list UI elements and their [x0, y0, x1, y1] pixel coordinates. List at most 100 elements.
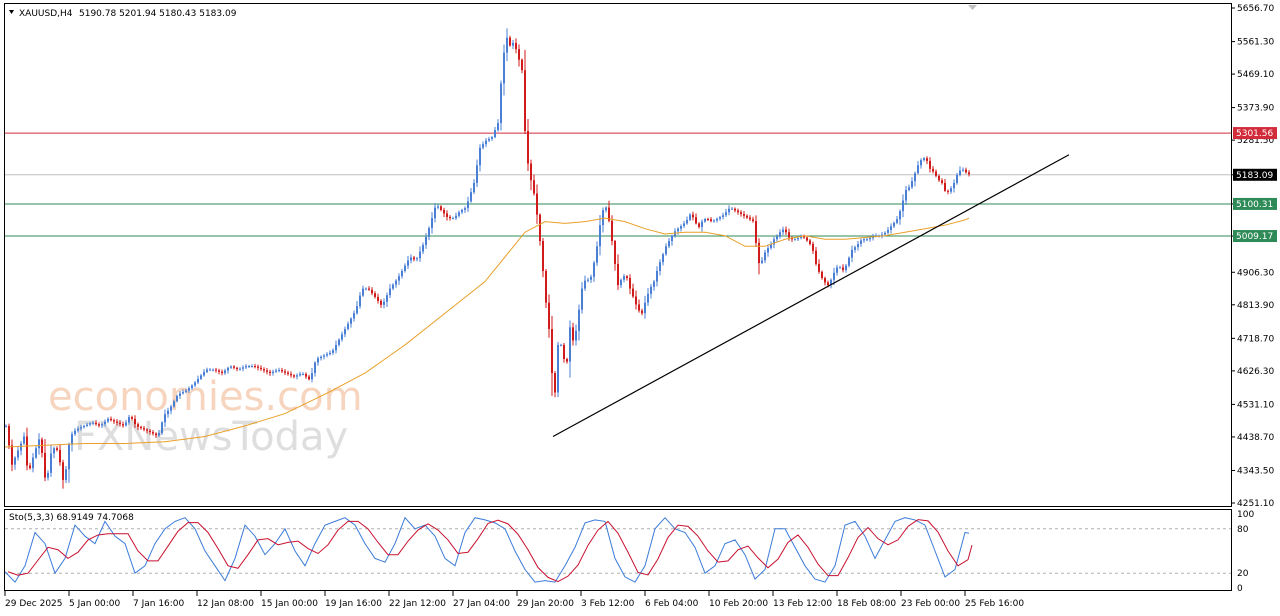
candle-body: [56, 448, 58, 450]
candle-body: [590, 276, 592, 280]
candle-body: [11, 445, 13, 465]
candle-body: [929, 160, 931, 169]
candle-body: [149, 430, 151, 433]
candle-body: [959, 170, 961, 175]
level-box: [1233, 127, 1277, 140]
stochastic-signal-line: [7, 519, 973, 583]
candle-body: [935, 171, 937, 176]
candle-body: [545, 270, 547, 303]
candle-body: [35, 448, 37, 458]
candle-body: [950, 188, 952, 192]
stoch-level-label: 80: [1237, 525, 1249, 535]
candle-body: [47, 472, 49, 478]
y-tick-label: 5281.50: [1237, 136, 1274, 146]
candle-body: [566, 359, 568, 362]
x-tick-label: 29 Dec 2025: [5, 599, 63, 609]
candle-body: [749, 217, 751, 220]
candle-body: [152, 432, 154, 434]
y-tick-label: 4251.10: [1237, 499, 1274, 509]
y-tick-label: 5656.70: [1237, 4, 1274, 14]
candle-body: [569, 327, 571, 362]
candle-body: [656, 270, 658, 282]
level-label: 5009.17: [1236, 232, 1273, 242]
candlesticks: [5, 28, 970, 489]
candle-body: [773, 239, 775, 245]
candle-body: [506, 37, 508, 53]
candle-body: [308, 376, 310, 380]
candle-body: [866, 239, 868, 241]
candle-body: [806, 237, 808, 241]
candle-body: [602, 210, 604, 226]
candle-body: [770, 244, 772, 249]
candle-body: [614, 241, 616, 264]
level-box: [1233, 230, 1277, 243]
candle-body: [713, 220, 715, 222]
candle-body: [767, 248, 769, 253]
candle-body: [350, 318, 352, 324]
collapse-arrow-icon[interactable]: [9, 10, 14, 14]
candle-body: [677, 228, 679, 232]
candle-body: [155, 433, 157, 436]
candle-body: [884, 232, 886, 235]
candle-body: [857, 243, 859, 248]
candle-body: [65, 469, 67, 480]
candle-body: [893, 222, 895, 227]
candle-body: [968, 172, 970, 175]
candle-body: [581, 288, 583, 310]
candle-body: [530, 163, 532, 181]
candle-body: [452, 218, 454, 220]
candle-body: [728, 208, 730, 213]
candle-body: [920, 160, 922, 166]
candle-body: [479, 147, 481, 166]
candle-body: [686, 219, 688, 224]
candle-body: [419, 251, 421, 259]
stoch-level-label: 100: [1237, 510, 1254, 520]
candle-body: [704, 219, 706, 222]
candle-body: [695, 217, 697, 224]
candle-body: [278, 370, 280, 372]
candle-body: [302, 373, 304, 375]
candle-body: [371, 289, 373, 294]
candle-body: [470, 192, 472, 202]
candle-body: [299, 373, 301, 376]
candle-body: [680, 226, 682, 229]
candle-body: [14, 457, 16, 465]
candle-body: [377, 296, 379, 301]
candle-body: [212, 369, 214, 371]
candle-body: [74, 430, 76, 435]
candle-body: [233, 366, 235, 368]
candle-body: [752, 219, 754, 222]
candle-body: [851, 249, 853, 258]
candle-body: [365, 288, 367, 290]
candle-body: [620, 279, 622, 286]
candle-body: [560, 344, 562, 346]
candle-body: [353, 313, 355, 319]
candle-body: [260, 367, 262, 370]
candle-body: [143, 428, 145, 430]
candle-body: [905, 189, 907, 201]
shift-marker-icon[interactable]: [968, 5, 977, 10]
candle-body: [320, 356, 322, 359]
candle-body: [848, 257, 850, 266]
ascending-trendline[interactable]: [552, 154, 1070, 438]
candle-body: [179, 393, 181, 396]
candle-body: [596, 246, 598, 263]
candle-body: [461, 209, 463, 213]
candle-body: [716, 218, 718, 221]
candle-body: [485, 140, 487, 145]
candle-body: [524, 70, 526, 131]
candle-body: [8, 425, 10, 446]
candle-body: [68, 444, 70, 470]
candle-body: [284, 371, 286, 373]
candle-body: [164, 414, 166, 423]
x-tick-label: 12 Jan 08:00: [197, 599, 254, 609]
candle-body: [617, 263, 619, 286]
candle-body: [554, 373, 556, 393]
candle-body: [326, 354, 328, 356]
candle-body: [698, 223, 700, 227]
candle-body: [641, 310, 643, 314]
candle-body: [413, 257, 415, 260]
candle-body: [509, 37, 511, 46]
candle-body: [797, 238, 799, 240]
